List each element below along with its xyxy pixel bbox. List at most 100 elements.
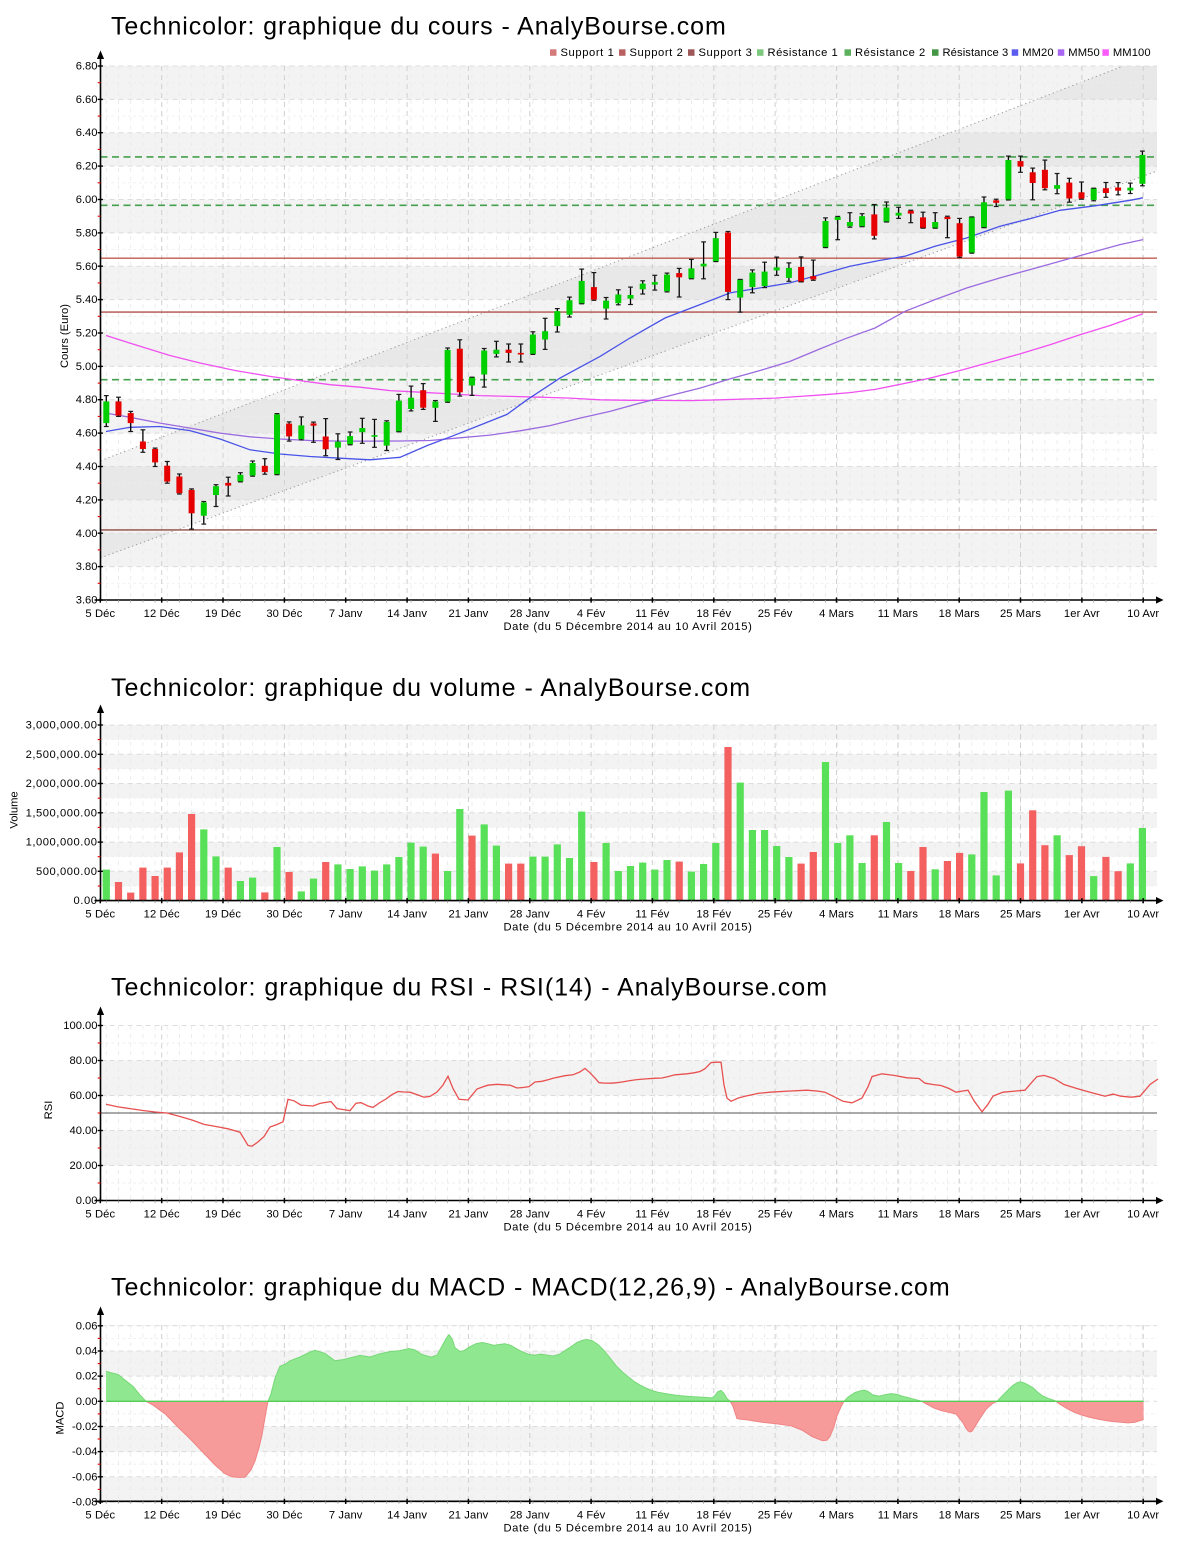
svg-text:10 Avr: 10 Avr — [1127, 909, 1159, 921]
svg-text:1er Avr: 1er Avr — [1064, 909, 1100, 921]
svg-text:MM20: MM20 — [1022, 47, 1053, 59]
svg-text:-0.02: -0.02 — [72, 1421, 98, 1433]
svg-text:4 Fév: 4 Fév — [577, 1509, 606, 1521]
svg-text:28 Janv: 28 Janv — [510, 608, 550, 620]
svg-text:Support 1: Support 1 — [561, 47, 615, 59]
svg-text:25 Mars: 25 Mars — [1000, 909, 1041, 921]
svg-text:12 Déc: 12 Déc — [144, 909, 180, 921]
svg-text:25 Mars: 25 Mars — [1000, 608, 1041, 620]
svg-text:Volume: Volume — [9, 791, 21, 828]
svg-text:80.00: 80.00 — [70, 1055, 98, 1067]
svg-text:Support 2: Support 2 — [630, 47, 684, 59]
svg-text:0.00: 0.00 — [74, 895, 98, 907]
svg-text:25 Mars: 25 Mars — [1000, 1209, 1041, 1221]
svg-text:4 Fév: 4 Fév — [577, 1209, 606, 1221]
svg-text:5 Déc: 5 Déc — [85, 608, 115, 620]
svg-text:5 Déc: 5 Déc — [85, 1509, 115, 1521]
svg-text:1er Avr: 1er Avr — [1064, 1209, 1100, 1221]
svg-text:6.00: 6.00 — [76, 194, 98, 206]
svg-text:18 Fév: 18 Fév — [696, 608, 731, 620]
svg-text:14 Janv: 14 Janv — [387, 1509, 427, 1521]
svg-text:7 Janv: 7 Janv — [329, 909, 363, 921]
svg-text:4 Mars: 4 Mars — [819, 608, 854, 620]
svg-text:7 Janv: 7 Janv — [329, 1509, 363, 1521]
svg-text:Résistance 3: Résistance 3 — [943, 47, 1009, 59]
svg-text:5.20: 5.20 — [76, 328, 98, 340]
svg-text:0.00: 0.00 — [76, 1195, 98, 1207]
svg-text:Cours (Euro): Cours (Euro) — [59, 304, 71, 368]
svg-text:60.00: 60.00 — [70, 1090, 98, 1102]
svg-text:4 Mars: 4 Mars — [819, 909, 854, 921]
svg-text:Résistance 1: Résistance 1 — [768, 47, 839, 59]
svg-text:30 Déc: 30 Déc — [266, 909, 302, 921]
svg-text:18 Mars: 18 Mars — [939, 1509, 980, 1521]
svg-text:14 Janv: 14 Janv — [387, 909, 427, 921]
svg-text:10 Avr: 10 Avr — [1127, 1209, 1159, 1221]
svg-text:6.20: 6.20 — [76, 161, 98, 173]
svg-text:5.60: 5.60 — [76, 261, 98, 273]
svg-text:1er Avr: 1er Avr — [1064, 1509, 1100, 1521]
svg-text:-0.04: -0.04 — [72, 1446, 98, 1458]
svg-text:18 Fév: 18 Fév — [696, 1509, 731, 1521]
svg-text:19 Déc: 19 Déc — [205, 1509, 241, 1521]
svg-text:21 Janv: 21 Janv — [448, 608, 488, 620]
svg-text:100.00: 100.00 — [63, 1020, 97, 1032]
svg-text:6.80: 6.80 — [76, 61, 98, 73]
svg-text:Résistance 2: Résistance 2 — [855, 47, 926, 59]
svg-text:30 Déc: 30 Déc — [266, 1209, 302, 1221]
svg-text:1er Avr: 1er Avr — [1064, 608, 1100, 620]
svg-text:28 Janv: 28 Janv — [510, 909, 550, 921]
svg-text:7 Janv: 7 Janv — [329, 608, 363, 620]
svg-text:Technicolor: graphique du RSI: Technicolor: graphique du RSI - RSI(14) … — [111, 974, 828, 1002]
svg-text:14 Janv: 14 Janv — [387, 608, 427, 620]
svg-text:12 Déc: 12 Déc — [144, 1209, 180, 1221]
svg-text:11 Mars: 11 Mars — [878, 1209, 919, 1221]
svg-text:Technicolor: graphique du volu: Technicolor: graphique du volume - Analy… — [111, 674, 751, 702]
svg-text:2,000,000.00: 2,000,000.00 — [26, 778, 98, 790]
svg-text:2,500,000.00: 2,500,000.00 — [26, 749, 98, 761]
svg-text:MACD: MACD — [55, 1402, 67, 1435]
svg-text:5.40: 5.40 — [76, 294, 98, 306]
svg-text:5 Déc: 5 Déc — [85, 1209, 115, 1221]
svg-text:4.20: 4.20 — [76, 494, 98, 506]
svg-text:30 Déc: 30 Déc — [266, 1509, 302, 1521]
svg-text:5 Déc: 5 Déc — [85, 909, 115, 921]
svg-text:12 Déc: 12 Déc — [144, 608, 180, 620]
svg-text:11 Fév: 11 Fév — [635, 1209, 669, 1221]
svg-text:18 Fév: 18 Fév — [696, 1209, 731, 1221]
svg-text:Technicolor: graphique du cour: Technicolor: graphique du cours - AnalyB… — [111, 13, 727, 41]
svg-text:11 Fév: 11 Fév — [635, 1509, 669, 1521]
svg-text:3.60: 3.60 — [76, 595, 98, 607]
svg-text:21 Janv: 21 Janv — [448, 1509, 488, 1521]
svg-text:4 Mars: 4 Mars — [819, 1509, 854, 1521]
svg-text:19 Déc: 19 Déc — [205, 1209, 241, 1221]
svg-text:14 Janv: 14 Janv — [387, 1209, 427, 1221]
svg-text:18 Mars: 18 Mars — [939, 909, 980, 921]
svg-text:MM50: MM50 — [1068, 47, 1099, 59]
svg-text:0.06: 0.06 — [76, 1320, 98, 1332]
svg-text:0.04: 0.04 — [76, 1346, 98, 1358]
svg-text:21 Janv: 21 Janv — [448, 1209, 488, 1221]
svg-text:6.40: 6.40 — [76, 127, 98, 139]
svg-text:4.00: 4.00 — [76, 528, 98, 540]
svg-text:3.80: 3.80 — [76, 561, 98, 573]
svg-text:7 Janv: 7 Janv — [329, 1209, 363, 1221]
svg-text:11 Fév: 11 Fév — [635, 608, 669, 620]
svg-text:25 Fév: 25 Fév — [758, 608, 793, 620]
svg-text:4.40: 4.40 — [76, 461, 98, 473]
svg-text:4 Fév: 4 Fév — [577, 608, 606, 620]
svg-text:Date (du 5 Décembre 2014 au 10: Date (du 5 Décembre 2014 au 10 Avril 201… — [503, 1222, 752, 1234]
svg-text:0.00: 0.00 — [76, 1396, 98, 1408]
svg-text:10 Avr: 10 Avr — [1127, 608, 1159, 620]
svg-text:Support 3: Support 3 — [699, 47, 753, 59]
svg-text:500,000.00: 500,000.00 — [36, 866, 98, 878]
svg-text:12 Déc: 12 Déc — [144, 1509, 180, 1521]
svg-text:28 Janv: 28 Janv — [510, 1509, 550, 1521]
svg-text:40.00: 40.00 — [70, 1125, 98, 1137]
svg-text:25 Fév: 25 Fév — [758, 1509, 793, 1521]
svg-text:28 Janv: 28 Janv — [510, 1209, 550, 1221]
svg-text:3,000,000.00: 3,000,000.00 — [26, 720, 98, 732]
svg-text:21 Janv: 21 Janv — [448, 909, 488, 921]
svg-text:30 Déc: 30 Déc — [266, 608, 302, 620]
svg-text:Date (du 5 Décembre 2014 au 10: Date (du 5 Décembre 2014 au 10 Avril 201… — [503, 621, 752, 633]
